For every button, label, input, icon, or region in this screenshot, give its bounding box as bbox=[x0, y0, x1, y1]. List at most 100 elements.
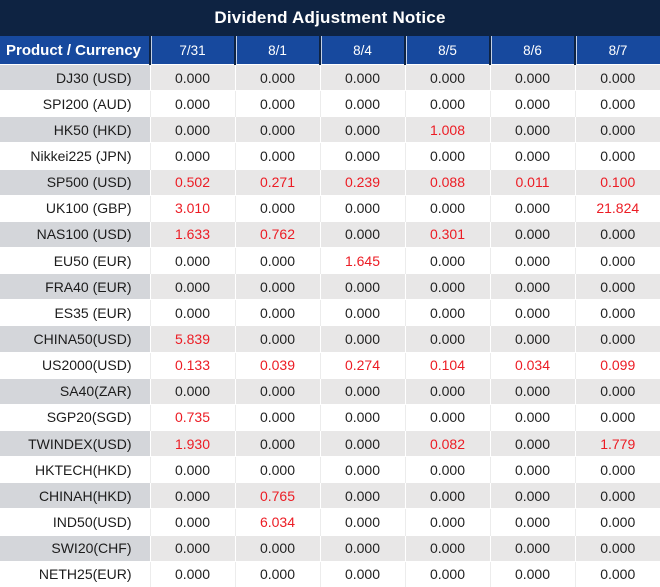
value-cell: 0.000 bbox=[319, 142, 405, 170]
value-cell: 0.735 bbox=[149, 403, 235, 431]
value-cell: 0.133 bbox=[149, 351, 235, 379]
value-cell: 0.239 bbox=[319, 168, 405, 196]
value-cell: 0.000 bbox=[489, 246, 575, 274]
value-cell: 0.000 bbox=[574, 273, 660, 300]
header-row: Product / Currency 7/31 8/1 8/4 8/5 8/6 … bbox=[0, 36, 660, 65]
product-cell: ES35 (EUR) bbox=[0, 299, 150, 326]
value-cell: 0.000 bbox=[489, 142, 575, 170]
value-cell: 0.000 bbox=[319, 299, 405, 326]
title-bar: Dividend Adjustment Notice bbox=[0, 0, 660, 36]
value-cell: 0.000 bbox=[149, 482, 235, 509]
value-cell: 3.010 bbox=[149, 194, 235, 222]
table-row: ES35 (EUR) 0.000 0.000 0.000 0.000 0.000 0.000 bbox=[0, 299, 660, 326]
value-cell: 0.000 bbox=[319, 429, 405, 457]
table-row: UK100 (GBP) 3.010 0.000 0.000 0.000 0.000 21.8… bbox=[0, 194, 660, 222]
value-cell: 0.000 bbox=[149, 116, 235, 143]
value-cell: 0.000 bbox=[489, 116, 575, 143]
value-cell: 0.000 bbox=[234, 429, 320, 457]
column-header-date: 8/5 bbox=[404, 36, 490, 65]
value-cell: 0.000 bbox=[149, 90, 235, 117]
column-header-product: Product / Currency bbox=[0, 36, 150, 65]
value-cell: 0.000 bbox=[489, 377, 575, 405]
value-cell: 0.000 bbox=[404, 456, 490, 483]
value-cell: 0.000 bbox=[489, 403, 575, 431]
table-header: Product / Currency 7/31 8/1 8/4 8/5 8/6 … bbox=[0, 36, 660, 65]
value-cell: 0.762 bbox=[234, 220, 320, 248]
value-cell: 0.000 bbox=[574, 560, 660, 587]
value-cell: 1.633 bbox=[149, 220, 235, 248]
value-cell: 0.000 bbox=[574, 482, 660, 509]
value-cell: 0.000 bbox=[234, 194, 320, 222]
value-cell: 0.000 bbox=[489, 456, 575, 483]
column-header-date: 7/31 bbox=[149, 36, 235, 65]
product-cell: Nikkei225 (JPN) bbox=[0, 142, 150, 170]
value-cell: 0.000 bbox=[319, 325, 405, 353]
product-cell: CHINAH(HKD) bbox=[0, 482, 150, 509]
product-cell: US2000(USD) bbox=[0, 351, 150, 379]
value-cell: 0.000 bbox=[404, 508, 490, 536]
value-cell: 0.000 bbox=[489, 90, 575, 117]
table-row: SGP20(SGD) 0.735 0.000 0.000 0.000 0.000 0.000 bbox=[0, 403, 660, 431]
value-cell: 0.099 bbox=[574, 351, 660, 379]
value-cell: 0.000 bbox=[234, 560, 320, 587]
value-cell: 0.000 bbox=[489, 273, 575, 300]
table-row: TWINDEX(USD) 1.930 0.000 0.000 0.082 0.000 1.7… bbox=[0, 429, 660, 457]
product-cell: EU50 (EUR) bbox=[0, 246, 150, 274]
value-cell: 0.000 bbox=[404, 482, 490, 509]
value-cell: 0.765 bbox=[234, 482, 320, 509]
value-cell: 0.000 bbox=[574, 377, 660, 405]
value-cell: 0.000 bbox=[574, 90, 660, 117]
value-cell: 0.000 bbox=[404, 560, 490, 587]
value-cell: 0.000 bbox=[404, 246, 490, 274]
value-cell: 0.502 bbox=[149, 168, 235, 196]
product-cell: TWINDEX(USD) bbox=[0, 429, 150, 457]
value-cell: 1.008 bbox=[404, 116, 490, 143]
value-cell: 21.824 bbox=[574, 194, 660, 222]
value-cell: 1.930 bbox=[149, 429, 235, 457]
value-cell: 0.000 bbox=[149, 534, 235, 562]
value-cell: 0.000 bbox=[234, 325, 320, 353]
product-cell: HK50 (HKD) bbox=[0, 116, 150, 143]
table-row: IND50(USD) 0.000 6.034 0.000 0.000 0.000 0.000 bbox=[0, 508, 660, 536]
value-cell: 0.000 bbox=[574, 534, 660, 562]
table-row: SWI20(CHF) 0.000 0.000 0.000 0.000 0.000 0.000 bbox=[0, 534, 660, 562]
value-cell: 0.000 bbox=[404, 299, 490, 326]
table-row: CHINA50(USD) 5.839 0.000 0.000 0.000 0.000 0.0… bbox=[0, 325, 660, 353]
value-cell: 0.000 bbox=[489, 429, 575, 457]
product-cell: DJ30 (USD) bbox=[0, 63, 150, 91]
value-cell: 0.000 bbox=[574, 220, 660, 248]
table-row: NETH25(EUR) 0.000 0.000 0.000 0.000 0.000 0.00… bbox=[0, 560, 660, 587]
column-header-date: 8/6 bbox=[489, 36, 575, 65]
table-row: NAS100 (USD) 1.633 0.762 0.000 0.301 0.000 0.0… bbox=[0, 220, 660, 248]
value-cell: 0.000 bbox=[404, 377, 490, 405]
value-cell: 0.000 bbox=[149, 456, 235, 483]
value-cell: 0.000 bbox=[489, 299, 575, 326]
value-cell: 0.000 bbox=[574, 63, 660, 91]
value-cell: 0.100 bbox=[574, 168, 660, 196]
product-cell: UK100 (GBP) bbox=[0, 194, 150, 222]
value-cell: 0.000 bbox=[489, 325, 575, 353]
value-cell: 0.000 bbox=[319, 90, 405, 117]
table-row: Nikkei225 (JPN) 0.000 0.000 0.000 0.000 0.000… bbox=[0, 142, 660, 170]
value-cell: 0.000 bbox=[234, 299, 320, 326]
value-cell: 0.000 bbox=[574, 299, 660, 326]
value-cell: 0.000 bbox=[149, 63, 235, 91]
value-cell: 0.000 bbox=[149, 299, 235, 326]
page-title: Dividend Adjustment Notice bbox=[214, 8, 446, 27]
product-cell: SPI200 (AUD) bbox=[0, 90, 150, 117]
column-header-date: 8/4 bbox=[319, 36, 405, 65]
product-cell: SGP20(SGD) bbox=[0, 403, 150, 431]
value-cell: 0.000 bbox=[149, 273, 235, 300]
table-row: CHINAH(HKD) 0.000 0.765 0.000 0.000 0.000 0.00… bbox=[0, 482, 660, 509]
value-cell: 0.000 bbox=[574, 246, 660, 274]
product-cell: NAS100 (USD) bbox=[0, 220, 150, 248]
dividend-table: Product / Currency 7/31 8/1 8/4 8/5 8/6 … bbox=[0, 36, 660, 587]
table-row: SP500 (USD) 0.502 0.271 0.239 0.088 0.011 0.10… bbox=[0, 168, 660, 196]
value-cell: 0.000 bbox=[319, 456, 405, 483]
value-cell: 0.000 bbox=[489, 482, 575, 509]
table-row: DJ30 (USD) 0.000 0.000 0.000 0.000 0.000 0.000 bbox=[0, 63, 660, 91]
table-row: EU50 (EUR) 0.000 0.000 1.645 0.000 0.000 0.000 bbox=[0, 246, 660, 274]
value-cell: 0.000 bbox=[234, 246, 320, 274]
value-cell: 0.000 bbox=[319, 508, 405, 536]
value-cell: 0.000 bbox=[404, 194, 490, 222]
